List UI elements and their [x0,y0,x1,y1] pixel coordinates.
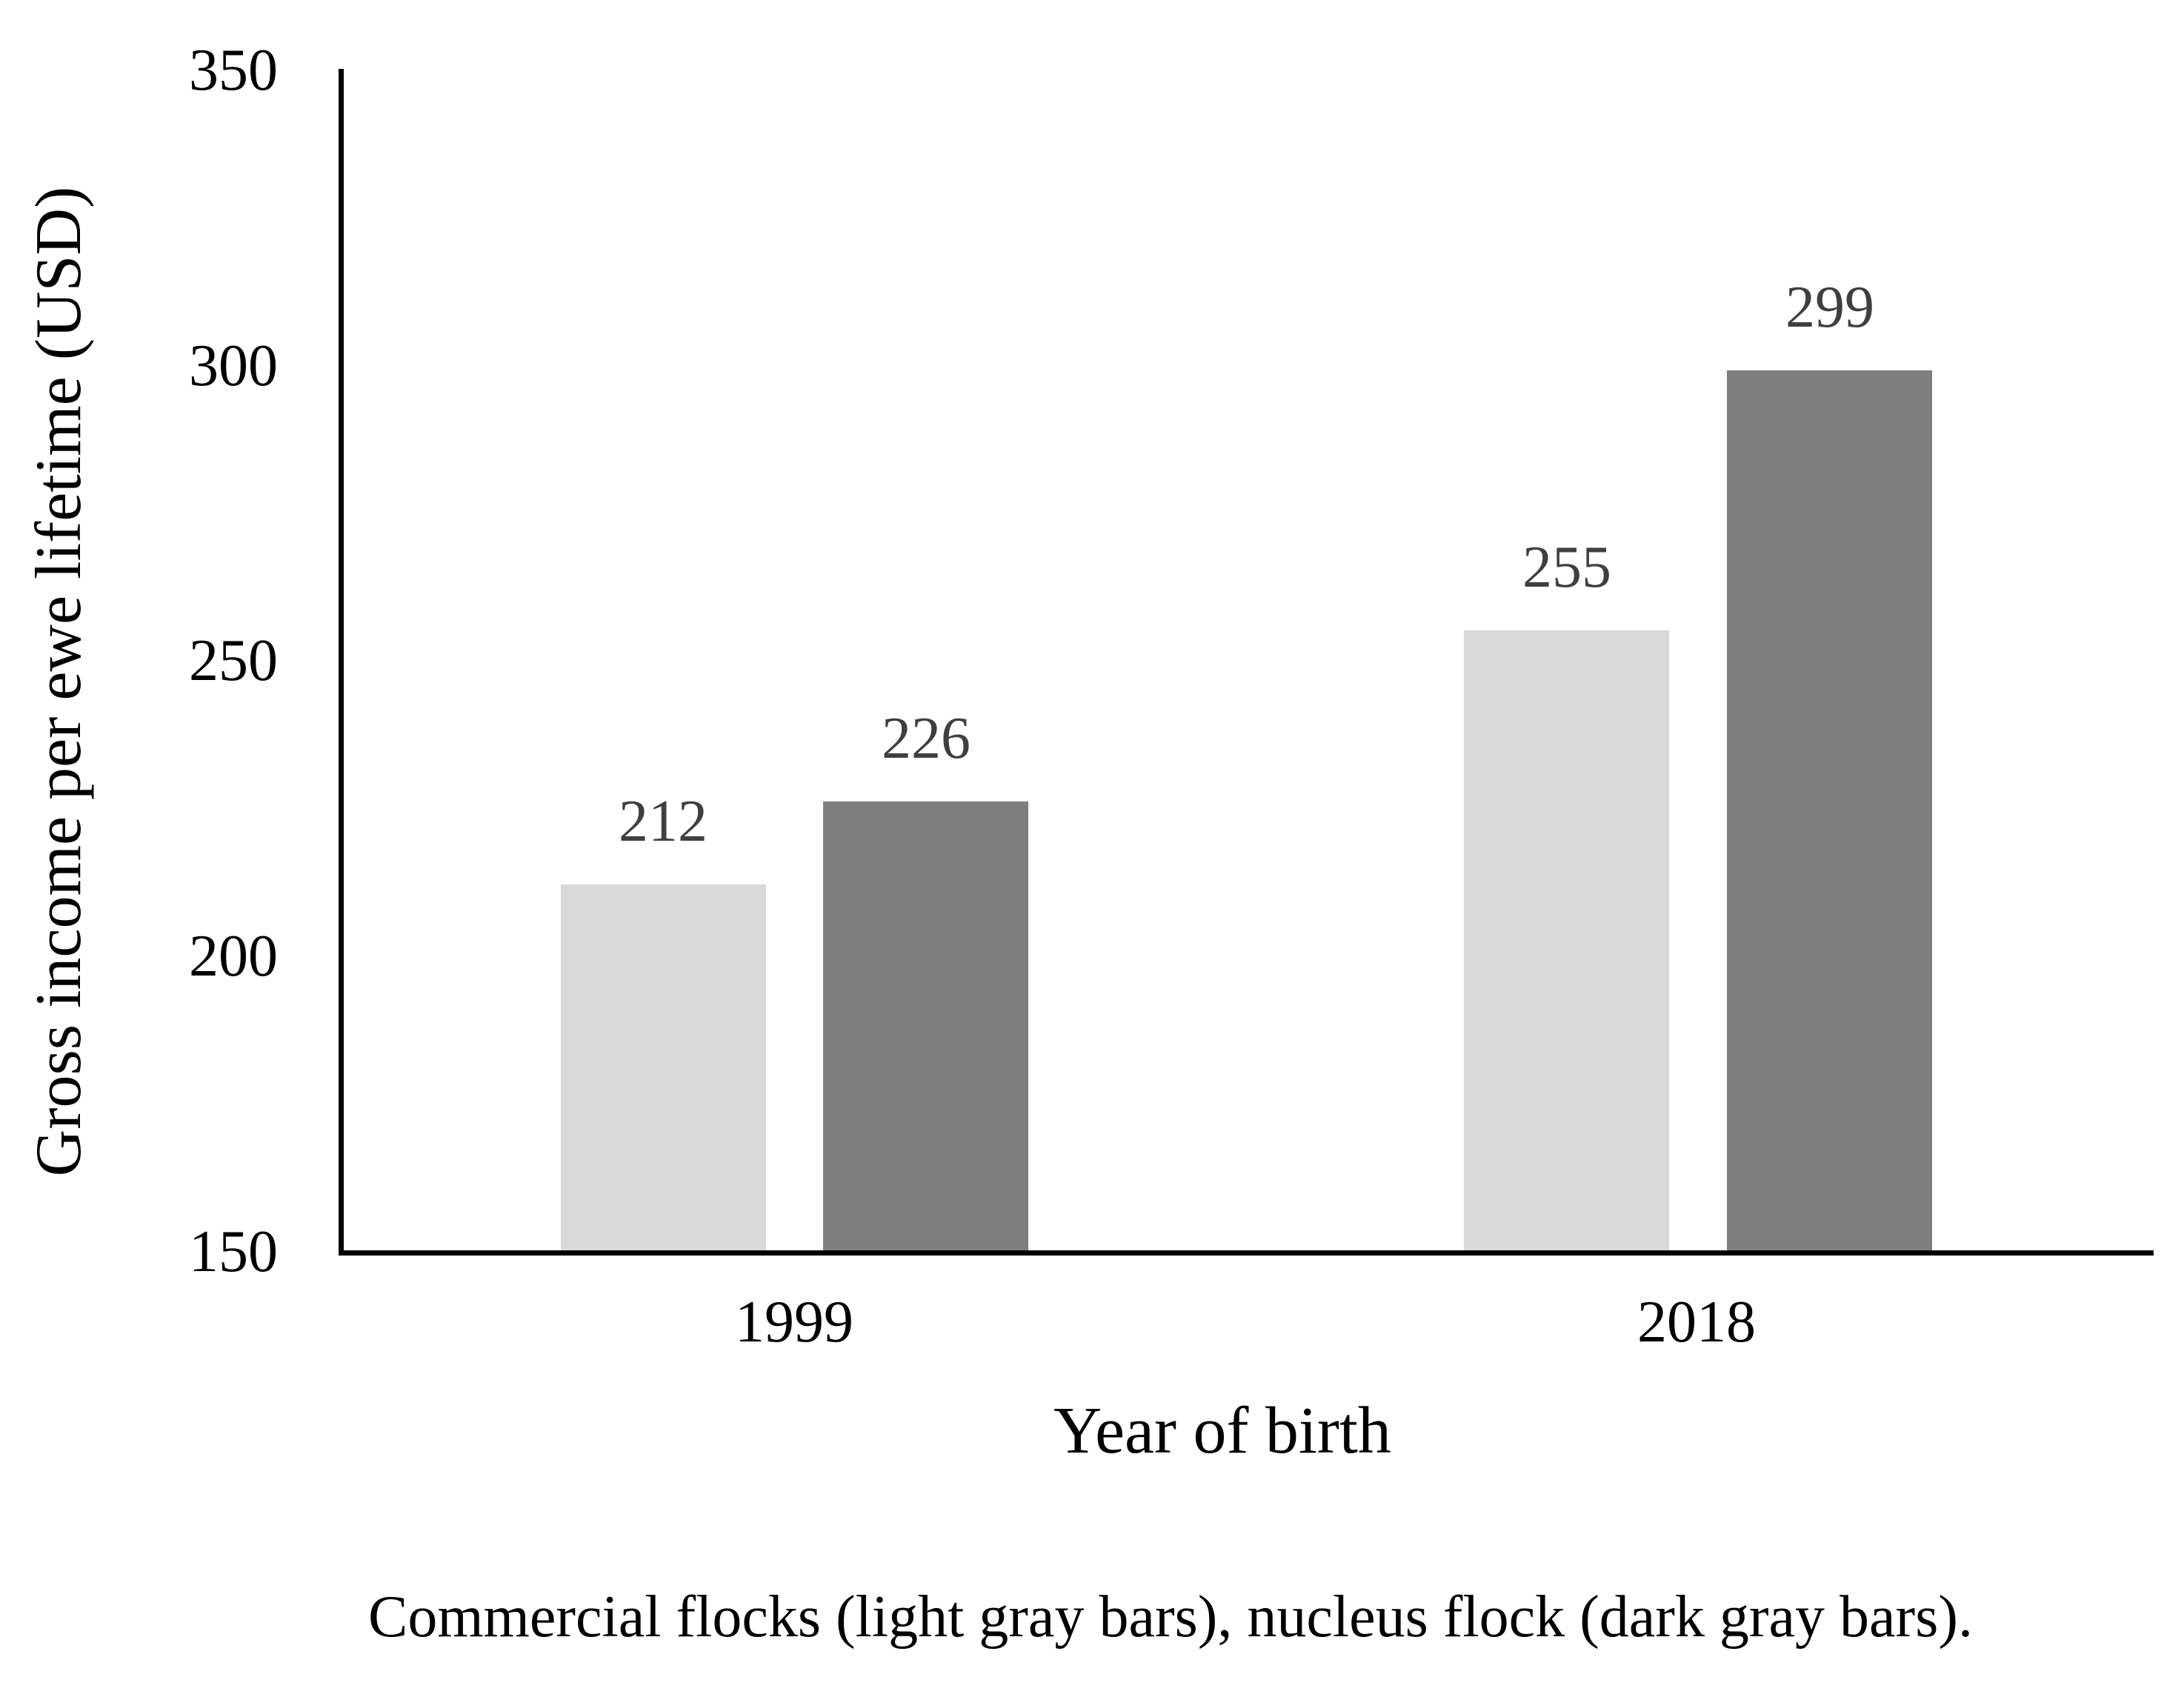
y-axis-title: Gross income per ewe lifetime (USD) [23,186,95,1177]
bar-2018-commercial [1464,630,1669,1250]
figure-caption: Commercial flocks (light gray bars), nuc… [368,1584,1973,1650]
y-tick-350: 350 [189,38,278,103]
y-tick-200: 200 [189,924,278,989]
x-axis-title: Year of birth [1053,1394,1391,1467]
value-label-1999-nucleus: 226 [882,706,971,771]
value-label-1999-commercial: 212 [619,789,708,854]
bar-1999-nucleus [823,801,1028,1250]
y-axis-line [339,69,344,1256]
x-tick-1999: 1999 [735,1290,853,1355]
value-label-2018-nucleus: 299 [1785,275,1874,340]
value-label-2018-commercial: 255 [1522,535,1611,600]
y-tick-300: 300 [189,333,278,399]
y-tick-250: 250 [189,628,278,693]
x-axis-line [339,1250,2154,1256]
x-tick-2018: 2018 [1637,1290,1756,1355]
bar-2018-nucleus [1727,370,1932,1250]
bar-1999-commercial [561,884,766,1250]
y-tick-150: 150 [189,1219,278,1284]
